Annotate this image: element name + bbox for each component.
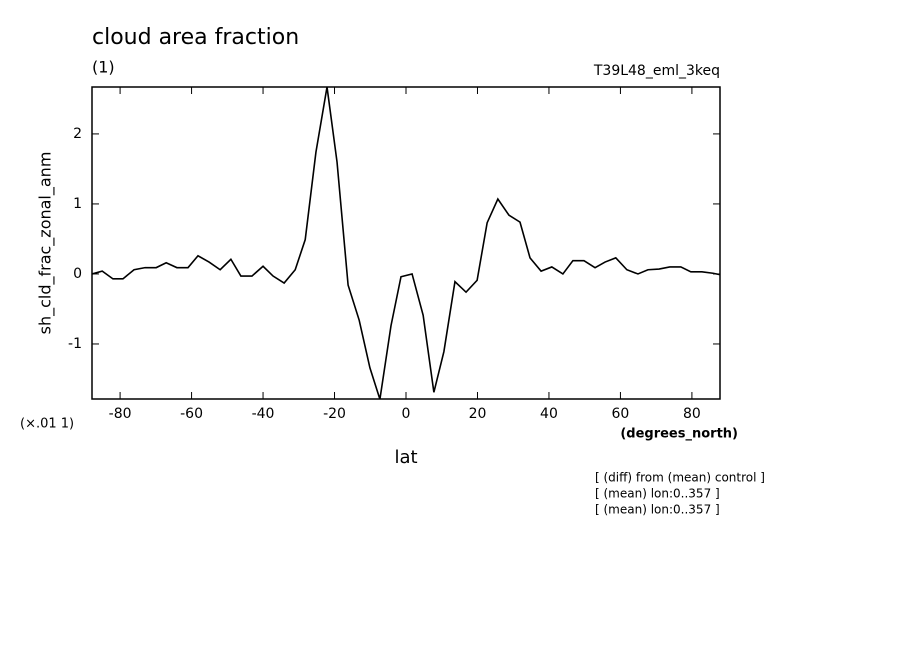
x-tick-label: 80 bbox=[683, 406, 701, 422]
note: [ (diff) from (mean) control ] bbox=[595, 471, 765, 485]
y-tick-label: -1 bbox=[68, 336, 82, 352]
plot-frame bbox=[91, 86, 721, 400]
data-line bbox=[91, 86, 720, 400]
x-axis-label: lat bbox=[394, 447, 417, 468]
note: [ (mean) lon:0..357 ] bbox=[595, 487, 720, 501]
x-tick-label: 40 bbox=[540, 406, 558, 422]
x-tick-label: -20 bbox=[323, 406, 346, 422]
chart-subtitle: (1) bbox=[92, 58, 115, 77]
x-unit-label: (degrees_north) bbox=[620, 427, 738, 442]
x-tick-label: -60 bbox=[180, 406, 203, 422]
y-tick-label: 1 bbox=[73, 196, 82, 212]
experiment-label: T39L48_eml_3keq bbox=[593, 63, 720, 79]
y-axis-label: sh_cld_frac_zonal_anm bbox=[36, 152, 56, 335]
x-tick-label: 60 bbox=[612, 406, 630, 422]
x-tick-label: -80 bbox=[109, 406, 132, 422]
x-tick-label: 20 bbox=[469, 406, 487, 422]
x-tick-label: -40 bbox=[252, 406, 275, 422]
y-scale-note: (×.01 1) bbox=[20, 417, 74, 432]
y-tick-label: 0 bbox=[73, 266, 82, 282]
note: [ (mean) lon:0..357 ] bbox=[595, 503, 720, 517]
x-tick-label: 0 bbox=[402, 406, 411, 422]
chart-title: cloud area fraction bbox=[92, 25, 299, 50]
y-tick-label: 2 bbox=[73, 126, 82, 142]
